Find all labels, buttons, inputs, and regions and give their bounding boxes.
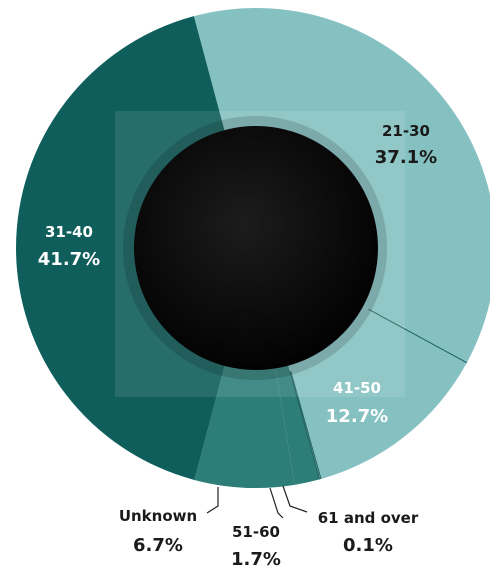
slice-separator [290, 371, 322, 480]
label-unknown: Unknown 6.7% [119, 507, 197, 556]
leader-61-and-over [282, 485, 308, 513]
label-41-50: 41-50 12.7% [326, 379, 388, 427]
leader-lines [206, 485, 308, 519]
label-61-and-over-category: 61 and over [318, 509, 419, 527]
label-unknown-value: 6.7% [133, 535, 183, 556]
label-51-60-category: 51-60 [232, 523, 280, 541]
label-61-and-over: 61 and over 0.1% [318, 509, 419, 556]
label-21-30: 21-30 37.1% [375, 122, 437, 168]
label-31-40: 31-40 41.7% [38, 223, 100, 270]
leader-unknown [206, 487, 219, 514]
donut-hole [134, 126, 378, 370]
label-21-30-category: 21-30 [382, 122, 430, 140]
label-21-30-value: 37.1% [375, 147, 437, 168]
label-41-50-value: 12.7% [326, 406, 388, 427]
slice-separator [368, 308, 468, 364]
leader-51-60 [269, 487, 284, 519]
label-unknown-category: Unknown [119, 507, 197, 525]
label-51-60-value: 1.7% [231, 549, 281, 570]
slice-separator [289, 371, 321, 480]
label-41-50-category: 41-50 [333, 379, 381, 397]
label-51-60: 51-60 1.7% [231, 523, 281, 570]
label-31-40-category: 31-40 [45, 223, 93, 241]
label-61-and-over-value: 0.1% [343, 535, 393, 556]
label-31-40-value: 41.7% [38, 249, 100, 270]
